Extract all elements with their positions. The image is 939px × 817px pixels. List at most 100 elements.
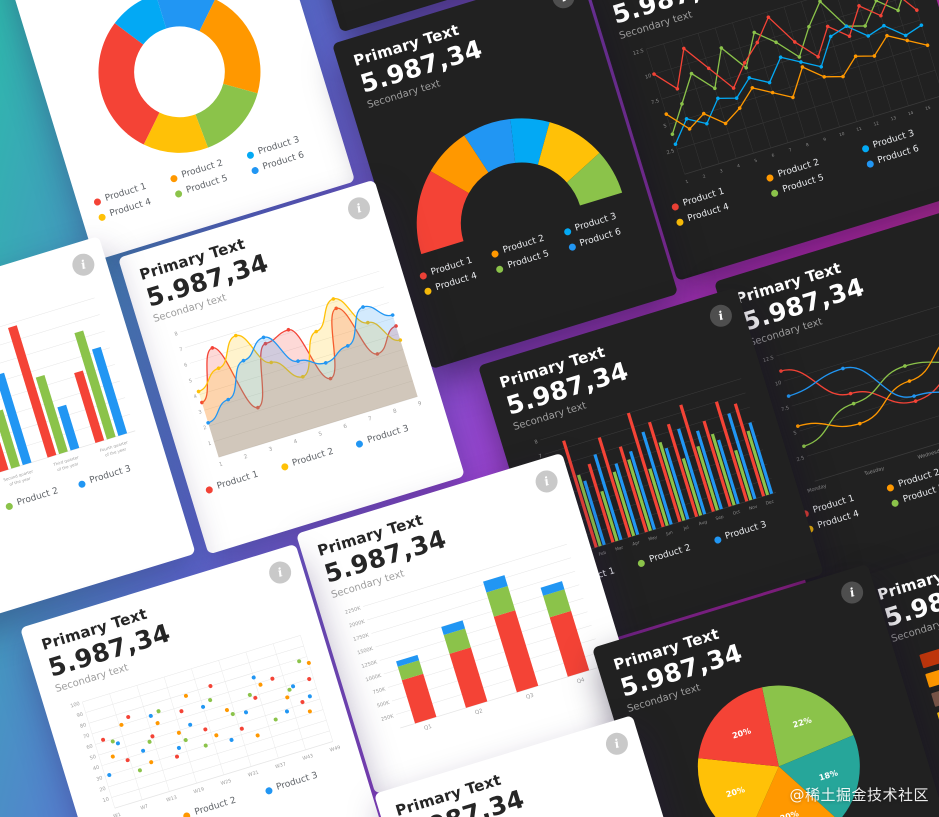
legend-label: Product 3	[724, 519, 768, 542]
svg-text:May: May	[648, 534, 659, 542]
stacked-bar-chart: 250K 500K 750K 1000K 1250K 1500K 1750K 2000K 225…	[344, 544, 605, 732]
legend-dot	[562, 227, 572, 236]
svg-text:2: 2	[203, 425, 208, 432]
pie-chart: 22%18%20%20%20%	[697, 685, 860, 817]
card-scatter: Primary Text 5.987,34 Secondary text i 1…	[20, 543, 395, 817]
svg-text:1500K: 1500K	[357, 646, 375, 657]
svg-text:12.5: 12.5	[762, 355, 774, 364]
svg-text:Oct: Oct	[732, 509, 741, 517]
legend-dot	[169, 173, 179, 183]
scatter-chart: 10 20 30 40 50 60 70 80 90 100 W1 W7 W13 W19 W25 W31 W37…	[70, 635, 341, 817]
svg-text:Q3: Q3	[525, 693, 535, 701]
svg-text:7: 7	[788, 147, 792, 153]
legend-dot	[886, 482, 895, 492]
gauge-chart	[416, 118, 623, 255]
card-curves: Primary Text 5.987,34 Secondary text i 2…	[714, 194, 939, 598]
svg-text:10: 10	[774, 380, 782, 388]
legend-label: Product 3	[88, 463, 133, 487]
svg-text:4: 4	[293, 439, 299, 446]
legend-label: Product 2	[648, 543, 692, 566]
svg-text:70: 70	[83, 733, 91, 741]
card-multiline: Primary Text 5.987,34 Secondary text i 2…	[584, 0, 939, 282]
legend-dot	[495, 264, 505, 274]
area-line-chart: 1 2 3 4 5 6 7 8 1 2 3 4 5 6 7 8 9	[174, 270, 423, 469]
svg-text:3: 3	[719, 168, 723, 174]
svg-text:Mar: Mar	[615, 545, 625, 553]
legend-label: Product 2	[15, 486, 60, 509]
legend-dot	[182, 811, 192, 817]
legend-dot	[670, 202, 680, 211]
legend-dot	[675, 217, 685, 227]
svg-text:5: 5	[793, 430, 798, 437]
svg-text:30: 30	[96, 775, 104, 783]
svg-text:50: 50	[89, 754, 97, 762]
legend-dot	[204, 485, 214, 494]
svg-text:Nov: Nov	[748, 504, 758, 512]
svg-text:12.5: 12.5	[632, 48, 644, 57]
svg-text:1: 1	[685, 179, 689, 185]
legend-dot	[765, 173, 775, 182]
svg-text:Q4: Q4	[576, 677, 586, 685]
svg-text:3: 3	[268, 446, 274, 453]
svg-text:2.5: 2.5	[796, 455, 805, 463]
svg-text:10: 10	[102, 797, 110, 805]
svg-text:90: 90	[76, 712, 84, 720]
svg-text:13: 13	[890, 115, 897, 121]
svg-text:6: 6	[771, 152, 775, 158]
legend-dot	[567, 242, 577, 252]
legend-label: Product 1	[215, 469, 260, 492]
svg-text:W49: W49	[329, 745, 341, 754]
legend-dot	[423, 286, 433, 296]
svg-text:Q1: Q1	[423, 724, 432, 732]
svg-text:8: 8	[392, 408, 398, 415]
card-stacked-bars: Primary Text 5.987,34 Secondary text i 2…	[296, 452, 642, 795]
svg-text:10: 10	[644, 73, 652, 81]
svg-text:Q2: Q2	[474, 708, 483, 716]
card-area-lines: Primary Text 5.987,34 Secondary text i 1…	[118, 179, 465, 555]
svg-text:W43: W43	[302, 753, 314, 762]
card-donut: Product 1 Product 2 Product 3 Product 4 Prod…	[0, 0, 356, 261]
svg-text:3: 3	[198, 409, 203, 416]
svg-text:W37: W37	[275, 761, 287, 770]
svg-text:W31: W31	[247, 770, 259, 779]
svg-text:100: 100	[70, 701, 81, 710]
svg-text:W1: W1	[113, 812, 122, 817]
svg-text:7.5: 7.5	[651, 98, 660, 106]
svg-text:W19: W19	[193, 786, 205, 795]
svg-text:of the year: of the year	[57, 461, 80, 472]
svg-text:Jul: Jul	[682, 525, 690, 533]
svg-text:6: 6	[343, 423, 349, 430]
svg-text:2.5: 2.5	[666, 148, 675, 156]
legend-dot	[890, 498, 900, 508]
legend-label: Product 2	[193, 795, 238, 817]
svg-text:Aug: Aug	[698, 519, 708, 527]
svg-text:10: 10	[838, 131, 845, 137]
svg-text:12: 12	[873, 120, 880, 126]
svg-text:2000K: 2000K	[348, 619, 366, 630]
donut-chart	[98, 0, 261, 153]
svg-text:Sep: Sep	[715, 514, 725, 522]
svg-text:40: 40	[92, 765, 100, 773]
svg-text:2: 2	[702, 173, 706, 179]
legend-dot	[280, 462, 289, 471]
card-pie: Primary Text 5.987,34 Secondary text i 2…	[592, 563, 939, 817]
svg-text:5: 5	[188, 378, 193, 385]
svg-text:1: 1	[218, 462, 223, 469]
smooth-line-chart: 2.557.51012.5MondayTuesdayWednesdayThurs…	[762, 285, 939, 495]
svg-text:20: 20	[99, 786, 107, 794]
legend-label: Product 2	[291, 446, 335, 469]
svg-text:2: 2	[243, 454, 248, 461]
svg-text:8: 8	[174, 331, 179, 338]
legend-dot	[860, 144, 870, 153]
svg-text:60: 60	[86, 743, 94, 751]
svg-text:1250K: 1250K	[361, 659, 379, 670]
svg-text:Dec: Dec	[765, 498, 775, 506]
svg-text:8: 8	[534, 439, 539, 446]
svg-text:7: 7	[179, 347, 184, 354]
svg-text:Apr: Apr	[632, 540, 641, 548]
svg-text:11: 11	[856, 126, 863, 132]
svg-text:7: 7	[538, 453, 543, 460]
svg-text:4: 4	[736, 163, 740, 169]
svg-text:6: 6	[183, 362, 188, 369]
